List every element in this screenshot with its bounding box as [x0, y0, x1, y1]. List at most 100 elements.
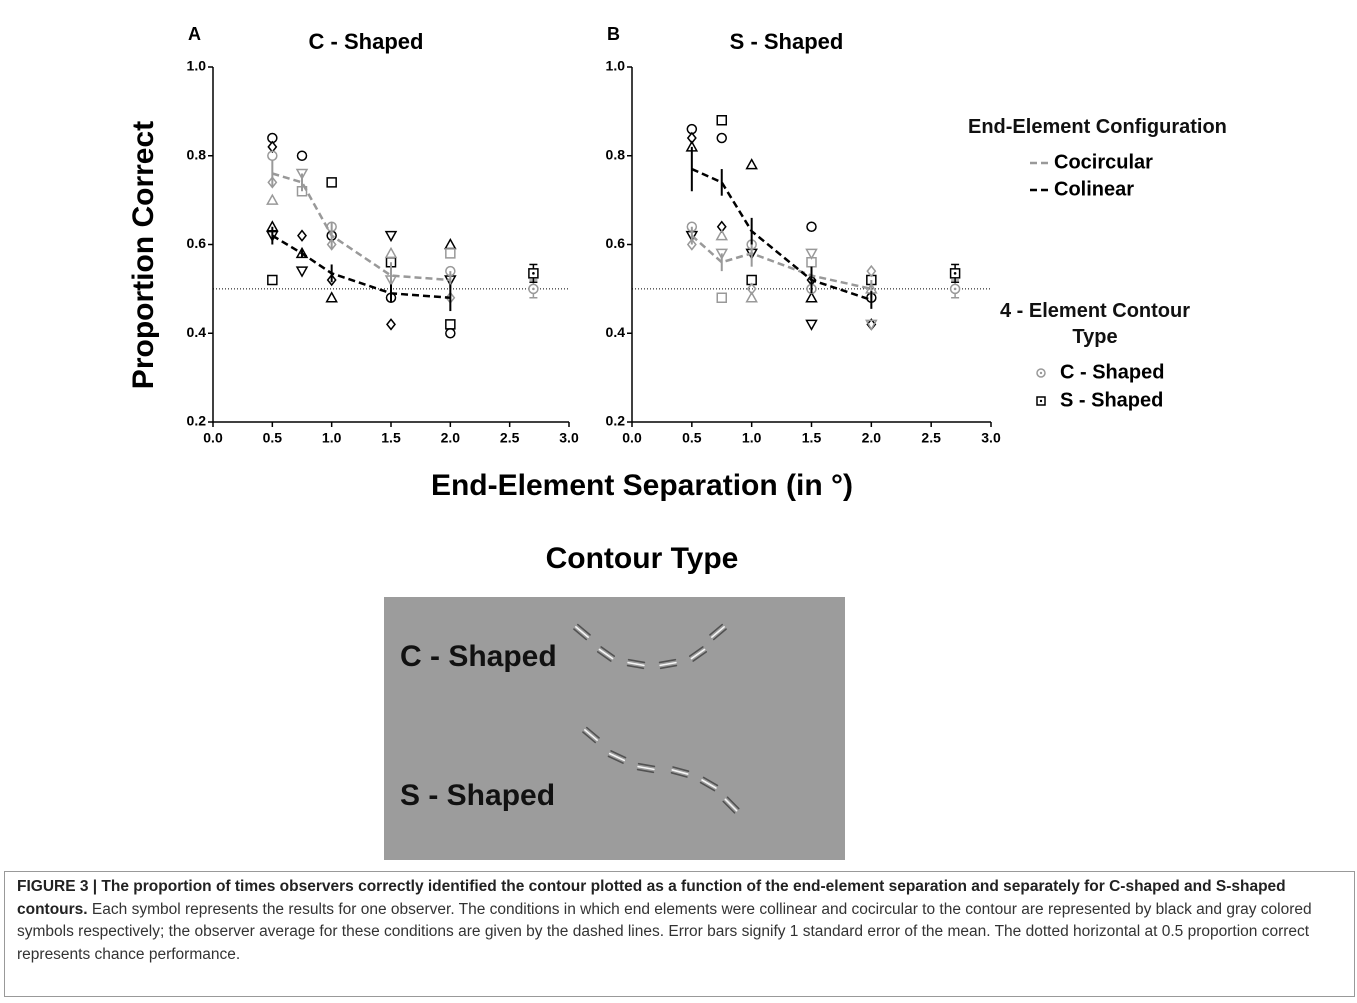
gabor-stripe: [626, 664, 645, 670]
observer-point: [716, 292, 727, 303]
legend-label: Colinear: [1054, 178, 1134, 200]
y-axis-label: Proportion Correct: [127, 121, 160, 389]
gabor-stripe: [724, 798, 738, 812]
legend-title: 4 - Element Contour Type: [1000, 300, 1191, 348]
observer-point: [267, 274, 278, 286]
legend-label: Cocircular: [1054, 151, 1153, 173]
mean-line: [271, 172, 451, 282]
gabor-stripe: [659, 664, 678, 670]
mean-line: [691, 234, 872, 291]
x-tick-label: 0.5: [682, 430, 702, 446]
pooled-dot: [532, 287, 535, 291]
gabor-stripe: [690, 648, 706, 660]
observer-point: [326, 177, 337, 188]
gabor-stripe: [670, 772, 688, 778]
caption-bold: FIGURE 3 | The proportion of times obser…: [17, 878, 1286, 918]
observer-point: [715, 248, 729, 260]
x-tick-label: 0.0: [622, 430, 642, 446]
x-tick-label: 3.0: [559, 430, 579, 446]
observer-point: [745, 158, 758, 170]
chart-title: S - Shaped: [730, 29, 844, 54]
chart-title: C - Shaped: [309, 29, 424, 54]
panel-letter: B: [607, 24, 620, 44]
panel-letter: A: [188, 24, 201, 44]
x-tick-label: 0.0: [203, 430, 223, 446]
gabor-stripe: [627, 658, 646, 664]
observer-point: [686, 238, 697, 251]
y-tick-label: 0.4: [187, 324, 207, 340]
panel-title: Contour Type: [546, 542, 739, 575]
legend-label: C - Shaped: [1060, 361, 1164, 383]
x-tick-label: 3.0: [981, 430, 1001, 446]
observer-point: [295, 168, 309, 181]
x-tick-label: 1.0: [322, 430, 342, 446]
gabor-stripe: [584, 729, 598, 741]
x-tick-label: 1.5: [381, 430, 401, 446]
gabor-stripe: [610, 750, 627, 759]
gabor-stripe: [692, 651, 708, 662]
gabor-stripe: [600, 646, 616, 657]
gabor-stripe: [688, 646, 704, 657]
gabor-stripe: [722, 800, 736, 814]
observer-point: [297, 229, 307, 242]
gabor-stripe: [711, 626, 725, 638]
pooled-dot: [953, 272, 957, 275]
pooled-dot: [953, 287, 957, 291]
gabor-stripe: [702, 776, 719, 787]
observer-point: [384, 246, 398, 259]
gabor-stripe: [701, 779, 717, 789]
observer-point: [716, 115, 727, 126]
x-tick-label: 2.0: [441, 430, 461, 446]
gabor-stripe: [636, 768, 655, 774]
stimulus-panel: [384, 597, 845, 860]
stimulus-label: C - Shaped: [400, 640, 557, 673]
gabor-stripe: [713, 628, 727, 641]
observer-point: [865, 319, 878, 331]
y-tick-label: 0.2: [606, 413, 626, 429]
observer-point: [745, 291, 758, 303]
gabor-stripe: [582, 731, 596, 744]
y-tick-label: 0.6: [187, 235, 207, 251]
observer-point: [266, 193, 279, 205]
observer-point: [445, 328, 456, 339]
pooled-dot: [532, 272, 535, 275]
observer-point: [326, 273, 337, 287]
gabor-stripe: [608, 752, 626, 762]
legend-dot: [1039, 399, 1043, 403]
observer-point: [805, 248, 818, 260]
caption-text: Each symbol represents the results for o…: [17, 900, 1312, 963]
gabor-stripe: [659, 661, 677, 667]
gabor-stripe: [575, 626, 589, 638]
y-tick-label: 0.6: [606, 235, 626, 251]
y-tick-label: 1.0: [606, 58, 626, 74]
gabor-elements: [573, 623, 740, 814]
observer-point: [866, 264, 877, 278]
gabor-stripe: [607, 755, 624, 764]
legend-label: S - Shaped: [1060, 389, 1163, 411]
x-tick-label: 1.0: [742, 430, 762, 446]
x-tick-label: 2.5: [500, 430, 520, 446]
observer-point: [806, 221, 817, 232]
observer-point: [715, 229, 729, 241]
observer-point: [295, 266, 309, 278]
x-tick-label: 2.0: [862, 430, 882, 446]
x-axis-label: End-Element Separation (in °): [431, 469, 853, 502]
legend-dot: [1039, 371, 1043, 375]
gabor-stripe: [637, 765, 655, 771]
y-tick-label: 0.2: [187, 413, 207, 429]
gabor-stripe: [577, 623, 591, 636]
observer-point: [325, 291, 338, 303]
y-tick-label: 0.8: [187, 146, 207, 162]
gabor-stripe: [709, 623, 723, 636]
gabor-stripe: [658, 658, 677, 664]
x-tick-label: 1.5: [802, 430, 822, 446]
y-tick-label: 0.8: [606, 146, 626, 162]
observer-point: [296, 150, 308, 161]
observer-point: [386, 318, 396, 331]
y-tick-label: 0.4: [606, 324, 626, 340]
gabor-stripe: [699, 781, 716, 792]
observer-point: [445, 319, 456, 330]
x-tick-label: 2.5: [921, 430, 941, 446]
gabor-stripe: [586, 726, 600, 739]
